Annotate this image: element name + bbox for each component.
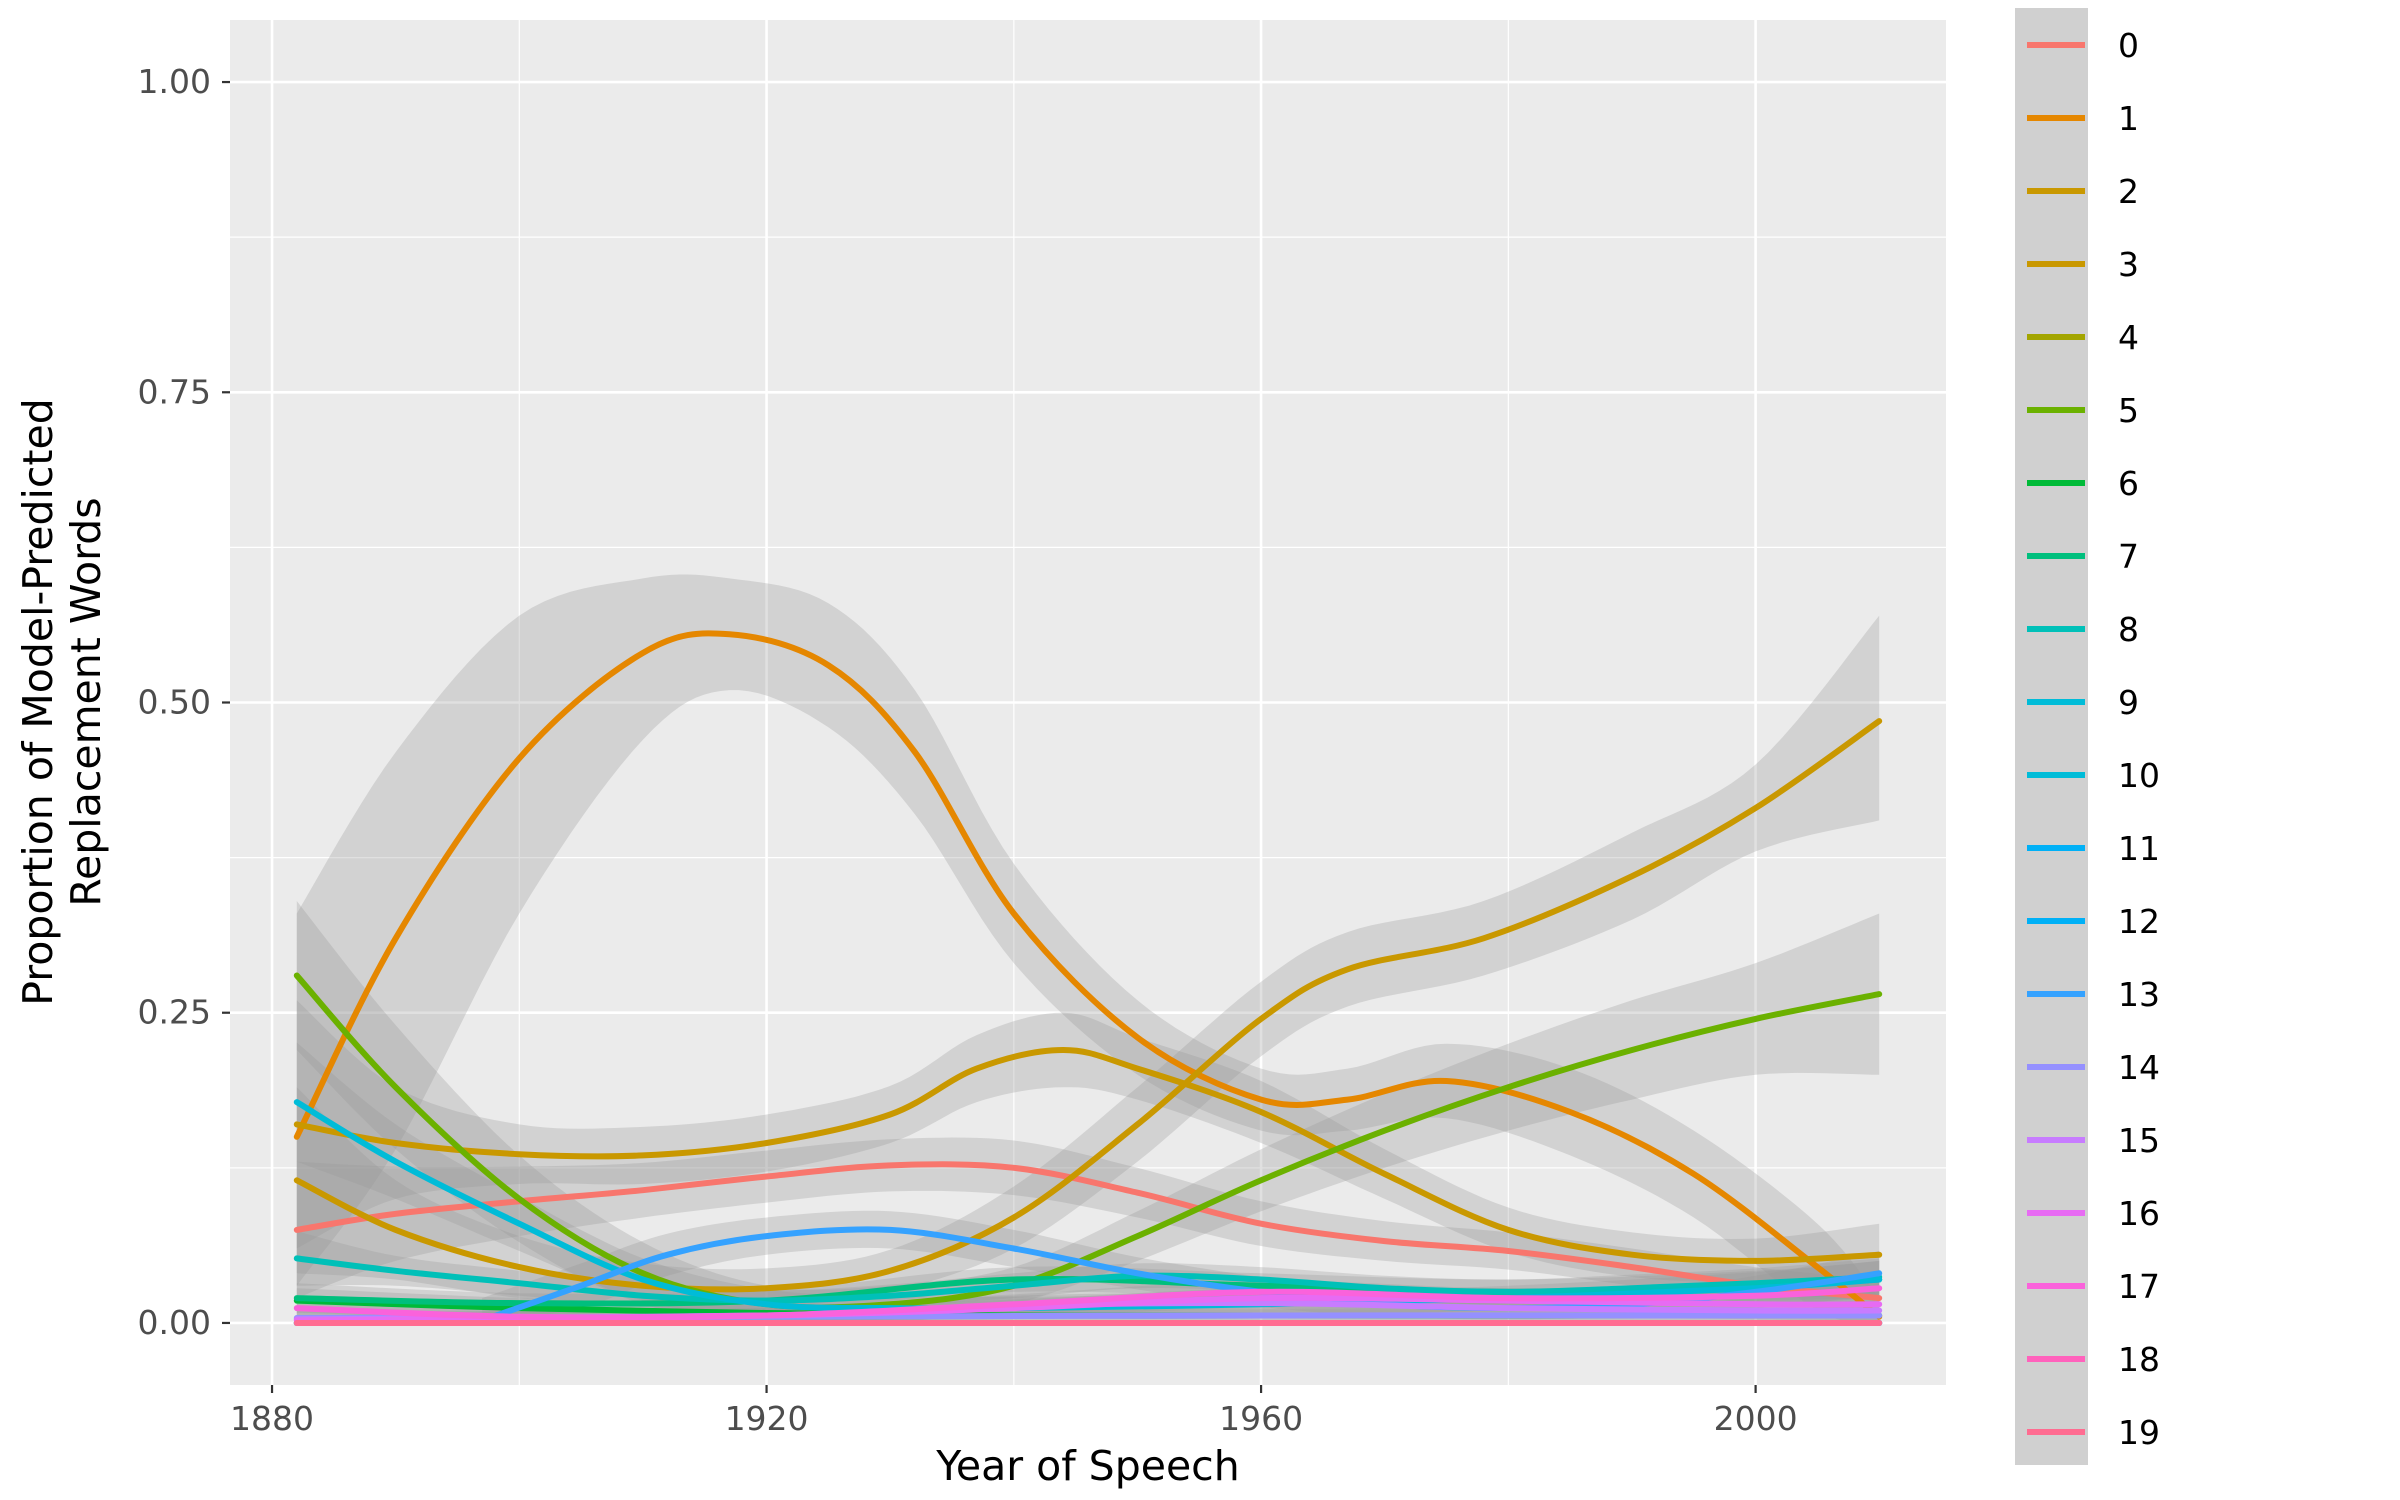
y-axis-title-line-1: Proportion of Model-Predicted (14, 398, 62, 1006)
line-series-5 (293, 972, 1883, 1311)
legend-label-19: 19 (2118, 1413, 2160, 1452)
legend-label-3: 3 (2118, 245, 2139, 284)
legend-label-5: 5 (2118, 391, 2139, 430)
x-tick-label: 1880 (230, 1399, 314, 1438)
y-axis: 0.00 0.25 0.50 0.75 1.00 (138, 62, 230, 1342)
legend-label-14: 14 (2118, 1048, 2160, 1087)
series-lines (293, 630, 1883, 1327)
line-series-0 (293, 1161, 1883, 1302)
x-axis: 1880 1920 1960 2000 (230, 1385, 1798, 1438)
confidence-band-series-5 (296, 901, 1880, 1326)
legend-label-4: 4 (2118, 318, 2139, 357)
legend-label-16: 16 (2118, 1194, 2160, 1233)
legend-label-6: 6 (2118, 464, 2139, 503)
line-series-8 (293, 1255, 1883, 1304)
legend-label-2: 2 (2118, 172, 2139, 211)
confidence-band-series-3 (296, 615, 1880, 1310)
legend-label-12: 12 (2118, 902, 2160, 941)
legend-label-15: 15 (2118, 1121, 2160, 1160)
line-series-3 (293, 718, 1883, 1293)
y-tick-label: 0.50 (138, 683, 211, 722)
legend-label-8: 8 (2118, 610, 2139, 649)
confidence-band-series-13 (482, 1210, 1880, 1323)
major-grid (230, 20, 1946, 1385)
x-tick-label: 1960 (1219, 1399, 1303, 1438)
legend-label-17: 17 (2118, 1267, 2160, 1306)
legend-label-7: 7 (2118, 537, 2139, 576)
y-axis-title: Proportion of Model-Predicted Replacemen… (14, 398, 110, 1006)
line-series-1 (293, 630, 1883, 1320)
legend-label-10: 10 (2118, 756, 2160, 795)
legend-background (2015, 8, 2088, 1465)
y-tick-label: 0.25 (138, 993, 211, 1032)
y-tick-label: 1.00 (138, 62, 211, 101)
y-axis-title-line-2: Replacement Words (62, 497, 110, 906)
legend-label-13: 13 (2118, 975, 2160, 1014)
line-series-2 (293, 1047, 1883, 1264)
legend-label-11: 11 (2118, 829, 2160, 868)
legend-label-18: 18 (2118, 1340, 2160, 1379)
line-series-17 (293, 1285, 1883, 1321)
y-tick-label: 0.00 (138, 1303, 211, 1342)
confidence-band-series-2 (296, 1000, 1880, 1286)
legend-label-0: 0 (2118, 26, 2139, 65)
legend-label-1: 1 (2118, 99, 2139, 138)
y-tick-label: 0.75 (138, 372, 211, 411)
legend-label-9: 9 (2118, 683, 2139, 722)
x-tick-label: 1920 (725, 1399, 809, 1438)
x-tick-label: 2000 (1714, 1399, 1798, 1438)
x-axis-title: Year of Speech (935, 1442, 1239, 1490)
